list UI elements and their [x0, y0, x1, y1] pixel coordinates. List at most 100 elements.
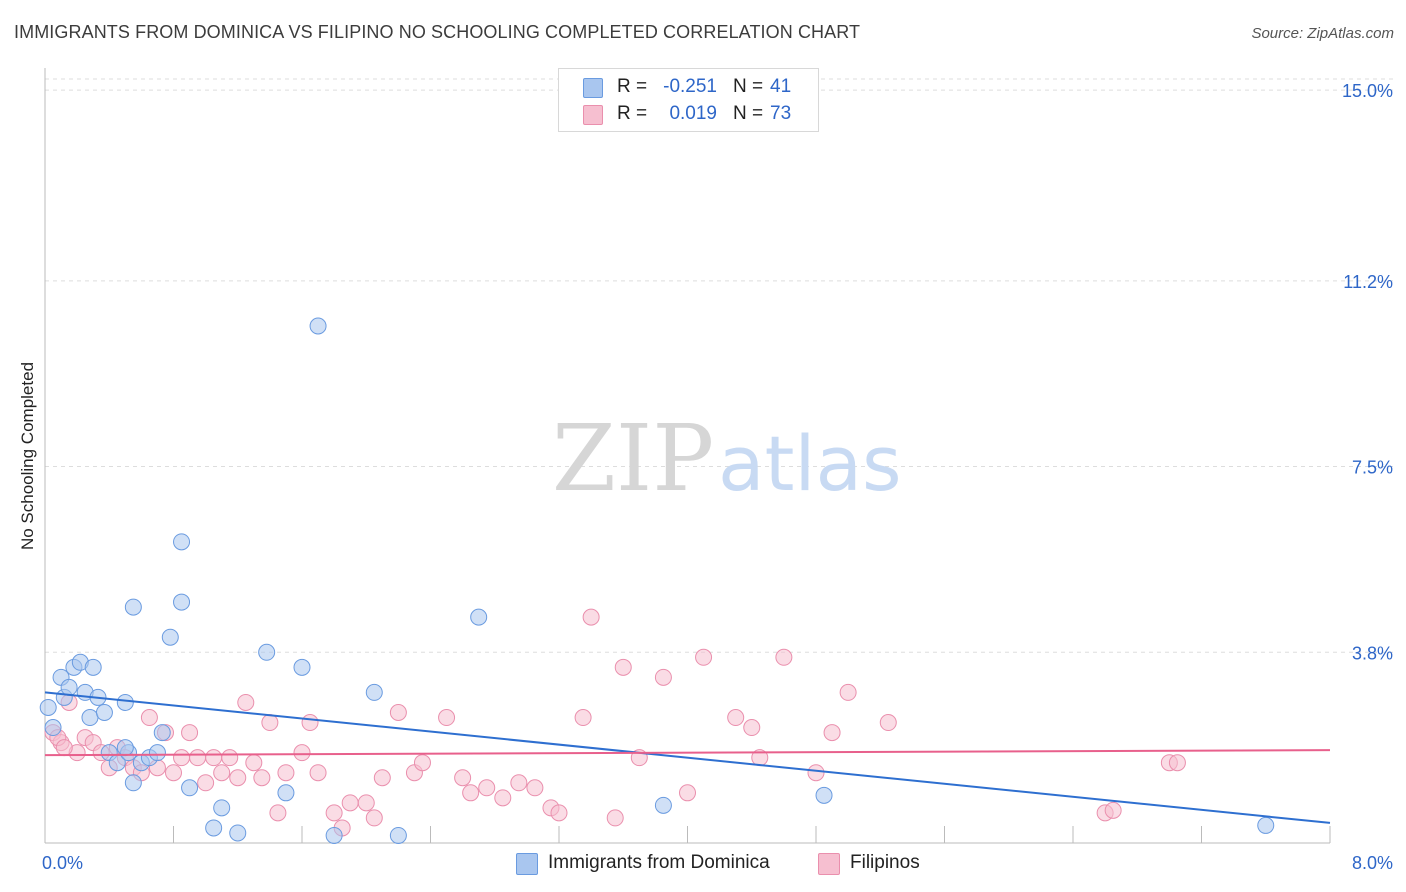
dominica-point	[124, 598, 142, 616]
legend-n-value: 41	[770, 76, 792, 97]
filipino-point	[55, 739, 73, 757]
filipino-point	[341, 794, 359, 812]
filipino-point	[373, 769, 391, 787]
filipino-point	[277, 764, 295, 782]
filipino-point	[743, 719, 761, 737]
filipino-point	[309, 764, 327, 782]
dominica-point	[116, 739, 134, 757]
filipino-point	[205, 749, 223, 767]
dominica-point	[161, 628, 179, 646]
dominica-point	[1257, 816, 1275, 834]
y-tick-label: 7.5%	[1352, 458, 1393, 478]
filipino-point	[807, 764, 825, 782]
legend-r-label: R =	[617, 76, 648, 97]
filipino-point	[679, 784, 696, 802]
dominica-point	[389, 826, 407, 844]
y-tick-label: 15.0%	[1342, 81, 1393, 101]
dominica-point	[81, 709, 99, 727]
filipino-point	[775, 648, 793, 666]
dominica-point	[654, 796, 672, 814]
filipino-point	[695, 648, 713, 666]
dominica-point	[325, 826, 343, 844]
filipino-point	[165, 764, 182, 782]
legend-swatch-filipinos	[583, 105, 603, 125]
filipino-point	[727, 709, 745, 727]
chart-title: IMMIGRANTS FROM DOMINICA VS FILIPINO NO …	[14, 22, 861, 42]
dominica-point	[309, 317, 327, 335]
filipino-point	[140, 709, 158, 727]
filipino-point	[189, 749, 207, 767]
axis-labels: 3.8% 7.5% 11.2% 15.0% 0.0% 8.0%	[42, 81, 1393, 873]
dominica-point	[815, 786, 833, 804]
dominica-point	[205, 819, 223, 837]
dominica-trend-line	[44, 691, 1331, 824]
source-label: Source: ZipAtlas.com	[1251, 25, 1394, 42]
dominica-point	[148, 744, 166, 762]
filipino-point	[413, 754, 431, 772]
dominica-point	[181, 779, 199, 797]
dominica-point	[470, 608, 488, 626]
filipino-point	[1168, 754, 1186, 772]
filipino-point	[245, 754, 263, 772]
dominica-point	[124, 774, 142, 792]
filipino-point	[253, 769, 271, 787]
watermark-zip: ZIP	[552, 405, 714, 512]
filipino-point	[173, 749, 191, 767]
filipino-point	[582, 608, 600, 626]
bottom-legend-swatch-dominica	[516, 853, 538, 875]
bottom-legend-label-filipinos: Filipinos	[850, 852, 920, 873]
bottom-legend-label-dominica: Immigrants from Dominica	[548, 852, 770, 873]
grid	[45, 78, 1395, 653]
filipino-point	[526, 779, 544, 797]
filipino-point	[462, 784, 480, 802]
legend-swatch-dominica	[583, 78, 603, 98]
filipino-point	[879, 714, 897, 732]
filipino-point	[494, 789, 512, 807]
bottom-legend-swatch-filipinos	[818, 853, 840, 875]
dominica-point	[44, 719, 62, 737]
points	[39, 317, 1275, 844]
dominica-point	[229, 824, 247, 842]
watermark-atlas: atlas	[718, 419, 902, 508]
filipino-point	[357, 794, 375, 812]
y-tick-label: 11.2%	[1343, 272, 1393, 292]
filipino-point	[510, 774, 528, 792]
y-tick-label: 3.8%	[1352, 643, 1393, 663]
filipino-point	[261, 714, 279, 732]
dominica-point	[84, 658, 102, 676]
filipino-point	[574, 709, 592, 727]
filipino-point	[237, 693, 255, 711]
filipino-point	[823, 724, 841, 742]
dominica-point	[153, 724, 171, 742]
filipino-point	[1104, 801, 1122, 819]
legend-n-label: N =	[733, 76, 764, 97]
filipino-point	[654, 668, 672, 686]
dominica-point	[95, 703, 113, 721]
dominica-point	[365, 683, 383, 701]
filipino-point	[181, 724, 199, 742]
filipino-point	[438, 709, 456, 727]
watermark: ZIP atlas	[552, 405, 902, 512]
legend-r-label: R =	[617, 103, 648, 124]
filipino-point	[325, 804, 343, 822]
x-tick-label: 8.0%	[1352, 853, 1393, 873]
filipino-point	[229, 769, 247, 787]
dominica-point	[277, 784, 295, 802]
filipino-point	[221, 749, 239, 767]
filipino-trend-line	[44, 749, 1331, 757]
dominica-point	[258, 643, 276, 661]
filipino-point	[197, 774, 215, 792]
trend-lines	[44, 691, 1331, 824]
filipino-point	[550, 804, 568, 822]
filipino-point	[606, 809, 624, 827]
filipino-point	[389, 703, 407, 721]
filipino-point	[213, 764, 231, 782]
legend-r-value: 0.019	[669, 103, 717, 124]
filipino-point	[478, 779, 496, 797]
legend-r-value: -0.251	[663, 76, 717, 97]
dominica-point	[293, 658, 311, 676]
filipino-point	[454, 769, 472, 787]
filipino-point	[293, 744, 311, 762]
filipino-point	[839, 683, 857, 701]
